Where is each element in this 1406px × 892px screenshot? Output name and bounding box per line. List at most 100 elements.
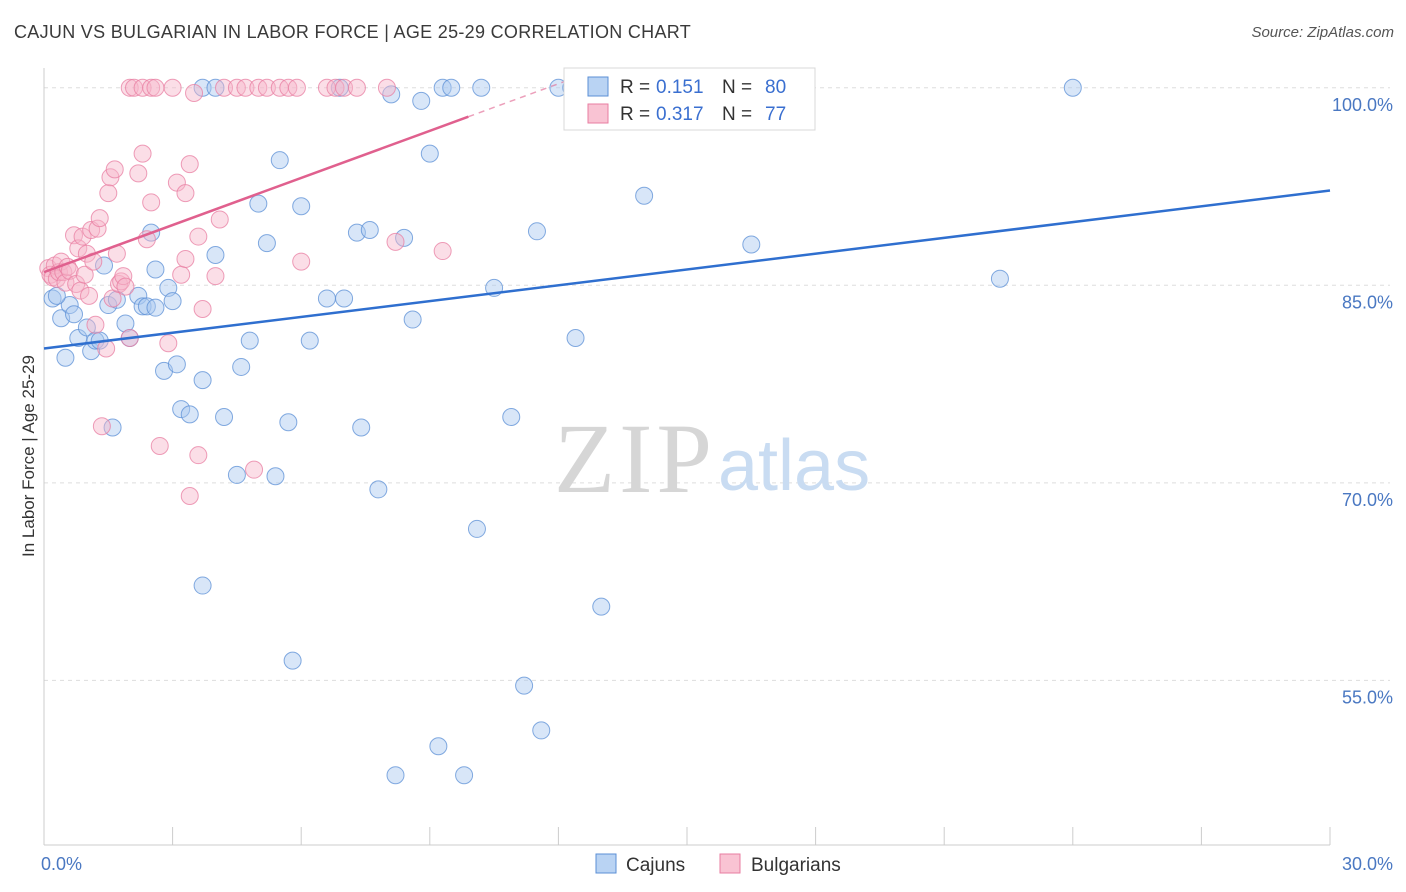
bulgarian-point [69,239,88,258]
cajun-point [386,766,405,785]
cajun-point [56,348,75,367]
bulgarian-point [245,460,264,479]
cajun-point [420,144,439,163]
cajun-point [240,331,259,350]
bottom-legend-swatch-bulgarians [719,853,741,874]
bottom-legend-label-cajuns: Cajuns [626,855,685,876]
bulgarian-point [189,446,208,465]
cajun-point [635,186,654,205]
stats-legend: R = 0.151 N = 80 R = 0.317 N = 77 [563,67,816,131]
bulgarian-point [163,78,182,97]
cajun-point [172,400,191,419]
bulgarian-point [215,78,234,97]
bulgarian-point [176,184,195,203]
cajun-point [193,576,212,595]
cajun-point [60,296,79,315]
cajun-point [455,766,474,785]
legend-swatch-cajuns [587,76,609,97]
cajun-point [335,289,354,308]
cajun-point [300,331,319,350]
bulgarian-point [206,267,225,286]
y-tick-label: 55.0% [1342,687,1393,707]
bulgarian-point [193,300,212,319]
legend-r-label-bulgarians: R = [620,104,650,125]
bulgarian-trend-extension [468,75,581,118]
cajun-point [193,78,212,97]
legend-swatch-bulgarians [587,103,609,124]
cajun-point [317,289,336,308]
bulgarian-point [159,334,178,353]
bottom-legend-swatch-cajuns [595,853,617,874]
y-tick-label: 100.0% [1332,95,1393,115]
bulgarian-point [185,84,204,103]
cajun-point [270,151,289,170]
cajun-point [532,721,551,740]
cajun-point [167,355,186,374]
y-axis-label: In Labor Force | Age 25-29 [19,355,38,557]
bulgarian-point [142,193,161,212]
bulgarian-point [150,436,169,455]
watermark: ZIP atlas [554,403,870,514]
legend-n-value-cajuns: 80 [765,77,786,98]
bulgarian-point [142,78,161,97]
cajun-point [232,357,251,376]
series-legend: Cajuns Bulgarians [595,853,841,876]
cajun-point [257,234,276,253]
bulgarian-point [120,78,139,97]
bulgarian-point [335,78,354,97]
bulgarian-point [176,249,195,268]
legend-n-value-bulgarians: 77 [765,104,786,125]
legend-n-label-bulgarians: N = [722,104,752,125]
legend-n-label-cajuns: N = [722,77,752,98]
bulgarian-point [99,184,118,203]
bulgarian-point [133,144,152,163]
x-tick-label: 0.0% [41,854,82,874]
cajun-point [515,676,534,695]
cajun-point [442,78,461,97]
bulgarian-point [180,155,199,174]
y-axis-tick-labels: 100.0% 85.0% 70.0% 55.0% [1332,95,1393,708]
cajun-point [990,269,1009,288]
chart-title: CAJUN VS BULGARIAN IN LABOR FORCE | AGE … [14,22,692,42]
cajun-point [146,260,165,279]
cajun-point [292,197,311,216]
bottom-legend-label-bulgarians: Bulgarians [751,855,841,876]
cajun-point [360,220,379,239]
watermark-zip: ZIP [554,403,716,514]
bulgarian-point [172,265,191,284]
cajun-point [472,78,491,97]
cajun-point [180,405,199,424]
y-tick-label: 85.0% [1342,292,1393,312]
bulgarian-point [347,78,366,97]
cajun-point [412,91,431,110]
bulgarian-point [287,78,306,97]
series-bulgarians-points [39,78,452,506]
cajun-point [193,371,212,390]
bulgarian-point [80,286,99,305]
bulgarian-trend-line [43,115,469,274]
bulgarian-point [86,315,105,334]
cajun-point [352,418,371,437]
bulgarian-point [92,417,111,436]
cajun-point [249,194,268,213]
source-label: Source: ZipAtlas.com [1251,24,1394,41]
bulgarian-point [75,265,94,284]
cajun-point [502,407,521,426]
bulgarian-point [90,209,109,228]
legend-r-label-cajuns: R = [620,77,650,98]
bulgarian-point [292,252,311,271]
bulgarian-point [146,78,165,97]
trend-lines [43,75,1331,350]
bulgarian-point [105,160,124,179]
bulgarian-point [257,78,276,97]
x-axis-ticks [43,827,1331,845]
bulgarian-point [180,487,199,506]
cajun-point [742,235,761,254]
bulgarian-point [210,210,229,229]
cajun-point [215,407,234,426]
cajun-point [283,651,302,670]
cajun-point [467,519,486,538]
cajun-point [566,328,585,347]
y-tick-label: 70.0% [1342,490,1393,510]
